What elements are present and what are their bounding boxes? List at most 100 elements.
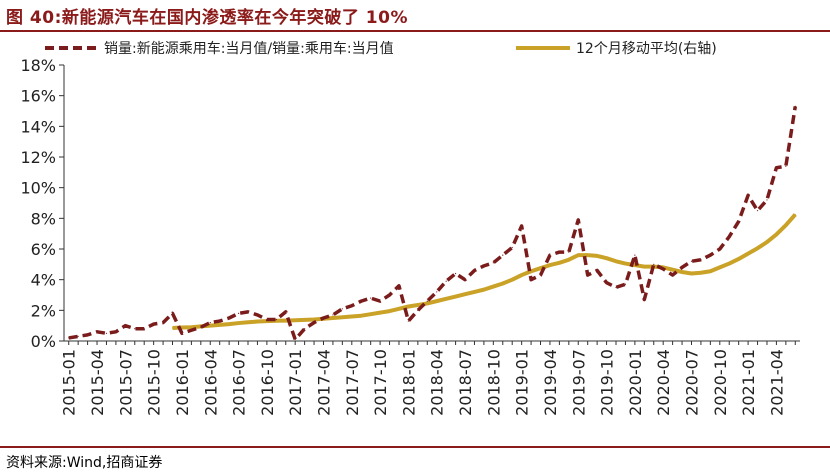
y-tick-label: 12% [20, 148, 56, 167]
data-point-moving-average [407, 305, 410, 308]
data-point-ratio [162, 322, 164, 324]
plot-area [68, 105, 798, 342]
title-divider [0, 30, 830, 32]
x-tick-label: 2016-07 [230, 349, 249, 416]
data-point-ratio [643, 299, 645, 301]
x-tick-label: 2019-07 [569, 349, 588, 416]
data-point-moving-average [285, 320, 287, 322]
data-point-moving-average [624, 262, 627, 265]
data-point-moving-average [549, 264, 551, 266]
data-point-moving-average [756, 247, 759, 249]
x-tick-label: 2021-04 [767, 349, 786, 416]
x-tick-label: 2017-10 [371, 349, 390, 416]
data-point-moving-average [256, 320, 259, 323]
x-tick-label: 2015-07 [116, 349, 135, 416]
source-note: 资料来源:Wind,招商证券 [6, 455, 163, 471]
y-tick-label: 2% [31, 301, 56, 320]
x-tick-label: 2020-07 [682, 349, 701, 416]
data-point-ratio [417, 309, 419, 311]
data-point-ratio [388, 294, 391, 296]
data-point-ratio [407, 320, 410, 322]
legend-label-ma: 12个月移动平均(右轴) [576, 41, 717, 57]
data-point-ratio [153, 323, 155, 325]
x-tick-label: 2017-07 [343, 349, 362, 416]
data-point-ratio [266, 318, 268, 321]
x-tick-label: 2020-10 [711, 349, 730, 416]
data-point-ratio [549, 254, 551, 256]
data-point-ratio [719, 248, 721, 250]
x-tick-label: 2018-07 [456, 349, 475, 416]
y-tick-label: 14% [20, 117, 56, 136]
data-point-ratio [473, 269, 476, 272]
data-point-moving-average [766, 241, 768, 243]
x-tick-label: 2019-04 [541, 349, 560, 416]
y-tick-label: 0% [31, 332, 56, 351]
data-point-moving-average [341, 316, 343, 318]
data-point-ratio [568, 251, 570, 253]
source-divider [0, 446, 830, 448]
data-point-moving-average [436, 300, 438, 302]
data-point-moving-average [219, 324, 221, 326]
chart-legend: 销量:新能源乘用车:当月值/销量:乘用车:当月值 12个月移动平均(右轴) [45, 40, 717, 57]
data-point-ratio [747, 194, 749, 196]
data-point-ratio [756, 210, 759, 212]
data-point-moving-average [511, 279, 513, 281]
y-tick-label: 18% [20, 56, 56, 75]
x-tick-label: 2020-01 [626, 349, 645, 416]
y-tick-label: 4% [31, 271, 56, 290]
x-tick-label: 2020-04 [654, 349, 673, 416]
data-point-ratio [322, 317, 325, 319]
data-point-moving-average [209, 325, 211, 327]
data-point-moving-average [426, 302, 428, 305]
data-point-ratio [577, 219, 579, 221]
data-point-moving-average [492, 285, 494, 288]
data-point-ratio [209, 322, 211, 324]
data-point-ratio [530, 279, 532, 281]
data-point-ratio [483, 265, 485, 267]
data-point-ratio [285, 311, 287, 313]
data-point-ratio [728, 236, 730, 238]
data-point-moving-average [568, 259, 570, 261]
data-point-ratio [690, 260, 693, 262]
data-point-moving-average [417, 304, 419, 306]
data-point-moving-average [521, 274, 523, 276]
data-point-ratio [332, 314, 334, 316]
data-point-ratio [341, 308, 343, 310]
x-tick-label: 2018-04 [428, 349, 447, 416]
y-tick-label: 6% [31, 240, 56, 259]
data-point-ratio [96, 331, 98, 333]
data-point-moving-average [237, 322, 240, 324]
data-point-moving-average [360, 315, 362, 317]
data-point-ratio [596, 269, 598, 272]
data-point-ratio [228, 317, 230, 319]
data-point-moving-average [738, 258, 740, 260]
data-point-ratio [454, 272, 457, 275]
data-point-ratio [275, 318, 277, 321]
data-point-moving-average [379, 312, 381, 314]
data-point-moving-average [398, 308, 400, 310]
data-point-moving-average [454, 295, 457, 298]
x-tick-label: 2018-10 [484, 349, 503, 416]
data-point-ratio [709, 254, 711, 256]
data-point-ratio [256, 314, 259, 316]
data-point-ratio [587, 274, 589, 276]
x-tick-label: 2017-04 [314, 349, 333, 416]
data-point-moving-average [313, 318, 315, 321]
data-point-ratio [634, 254, 636, 256]
data-point-moving-average [190, 326, 192, 328]
data-point-ratio [115, 331, 117, 333]
data-point-moving-average [700, 272, 702, 274]
data-point-ratio [794, 105, 796, 107]
x-tick-label: 2016-10 [258, 349, 277, 416]
data-point-moving-average [577, 254, 579, 256]
data-point-moving-average [596, 255, 598, 257]
data-point-moving-average [370, 313, 372, 315]
data-point-ratio [124, 325, 126, 327]
data-point-moving-average [690, 272, 693, 275]
data-point-ratio [351, 305, 353, 307]
data-point-moving-average [728, 262, 730, 265]
data-point-ratio [247, 311, 249, 313]
data-point-ratio [775, 167, 778, 169]
series-line-ratio [68, 106, 798, 342]
data-point-ratio [237, 312, 240, 314]
